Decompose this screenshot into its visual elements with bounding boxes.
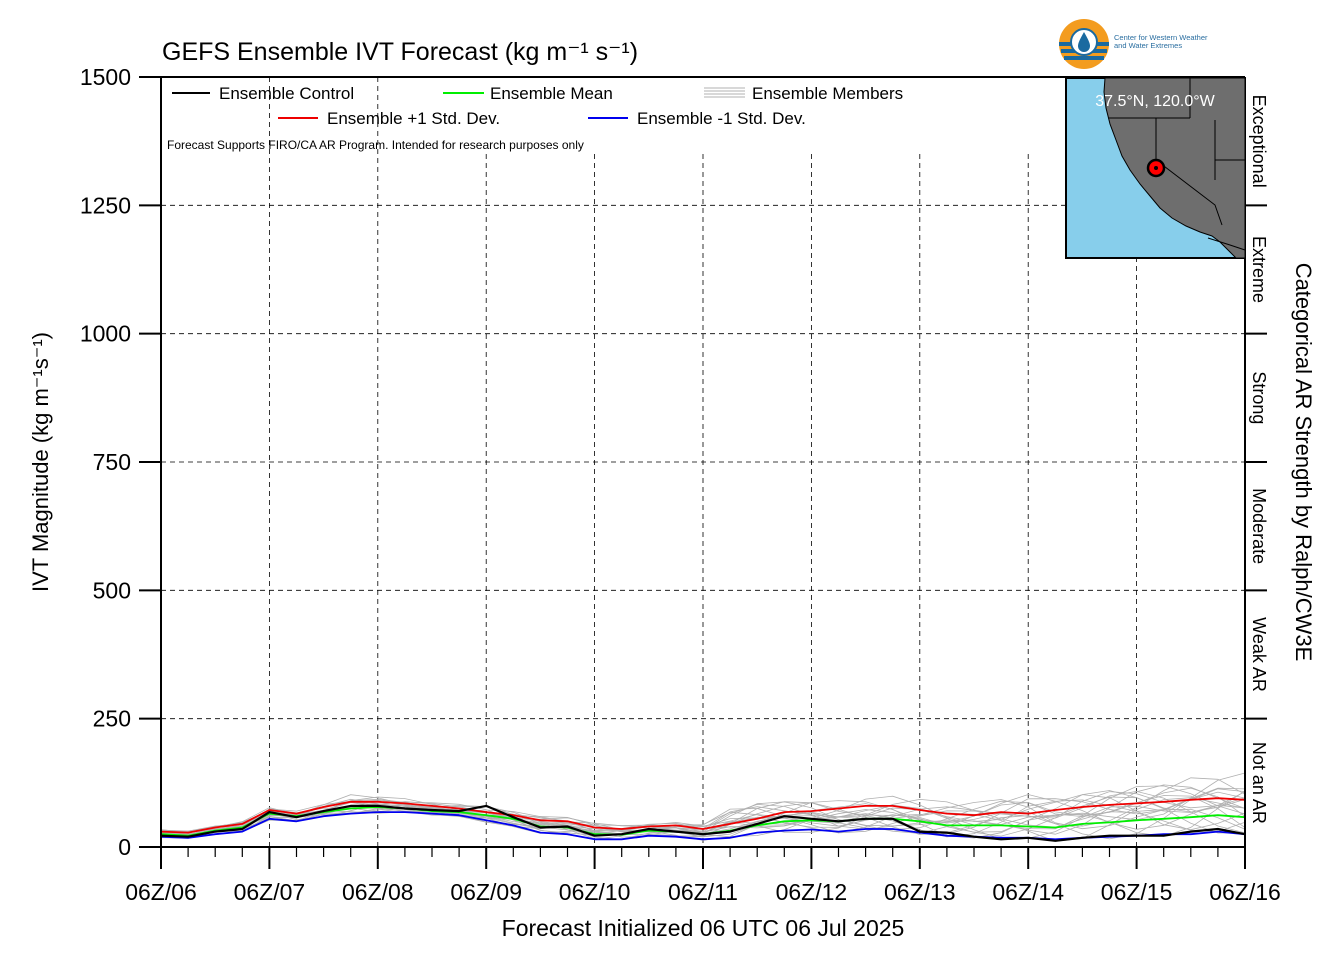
logo-text-line2: and Water Extremes: [1114, 41, 1183, 50]
category-label: Moderate: [1249, 488, 1269, 564]
y-tick-label: 500: [93, 577, 131, 603]
y-tick-label: 250: [93, 706, 131, 732]
y-axis-label: IVT Magnitude (kg m⁻¹s⁻¹): [28, 332, 53, 592]
right-axis-label: Categorical AR Strength by Ralph/CW3E: [1291, 263, 1316, 662]
x-tick-label: 06Z/11: [668, 879, 738, 905]
ar-categories: Not an AR Weak AR Moderate Strong Extreme Exc…: [1245, 95, 1269, 824]
ensemble-member-line: [160, 785, 1246, 832]
x-tick-label: 06Z/07: [234, 879, 306, 905]
cw3e-logo: Center for Western Weather and Water Ext…: [1058, 18, 1248, 74]
x-tick-label: 06Z/15: [1101, 879, 1173, 905]
category-label: Weak AR: [1249, 617, 1269, 692]
category-label: Exceptional: [1249, 95, 1269, 188]
category-label: Extreme: [1249, 236, 1269, 303]
state-borders: [1108, 78, 1245, 226]
inset-location-label: 37.5°N, 120.0°W: [1095, 93, 1215, 110]
series-line-ensemble-control: [160, 804, 1246, 842]
research-note: Forecast Supports FIRO/CA AR Program. In…: [167, 138, 584, 152]
legend-label-mean: Ensemble Mean: [490, 84, 613, 103]
x-axis-label: Forecast Initialized 06 UTC 06 Jul 2025: [502, 915, 905, 941]
x-tick-label: 06Z/08: [342, 879, 414, 905]
y-tick-label: 1500: [80, 64, 131, 90]
y-tick-label: 750: [93, 449, 131, 475]
x-tick-label: 06Z/13: [884, 879, 956, 905]
x-tick-label: 06Z/06: [125, 879, 197, 905]
x-tick-label: 06Z/12: [776, 879, 848, 905]
legend-label-plus-std: Ensemble +1 Std. Dev.: [327, 109, 500, 128]
cw3e-logo-icon: [1059, 19, 1109, 69]
y-tick-label: 1250: [80, 192, 131, 218]
y-tick-label: 1000: [80, 321, 131, 347]
series-line-ensemble-1-std-dev-: [160, 797, 1246, 834]
series-lines: [160, 797, 1246, 842]
legend: Ensemble Control Ensemble Mean Ensemble …: [167, 84, 903, 152]
category-label: Strong: [1249, 371, 1269, 424]
grid-lines: [161, 77, 1245, 847]
category-label: Not an AR: [1249, 742, 1269, 824]
logo-text-line1: Center for Western Weather: [1114, 33, 1208, 42]
chart-title: GEFS Ensemble IVT Forecast (kg m⁻¹ s⁻¹): [162, 38, 638, 66]
legend-label-minus-std: Ensemble -1 Std. Dev.: [637, 109, 806, 128]
x-tick-label: 06Z/14: [992, 879, 1064, 905]
legend-label-control: Ensemble Control: [219, 84, 354, 103]
x-tick-label: 06Z/09: [450, 879, 522, 905]
x-tick-label: 06Z/10: [559, 879, 631, 905]
inset-map: 37.5°N, 120.0°W: [1065, 77, 1246, 259]
x-tick-label: 06Z/16: [1209, 879, 1281, 905]
legend-label-members: Ensemble Members: [752, 84, 903, 103]
land-mass: [1103, 77, 1246, 259]
y-tick-label: 0: [118, 834, 131, 860]
legend-swatch-members: [704, 87, 745, 98]
